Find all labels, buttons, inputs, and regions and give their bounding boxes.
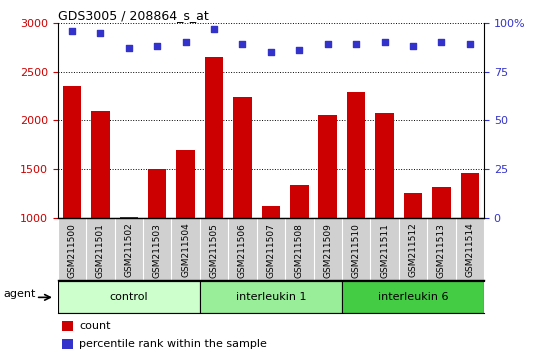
Bar	[200, 281, 342, 313]
Point	[68, 28, 76, 34]
Bar	[91, 110, 109, 218]
Point	[409, 44, 417, 49]
Text: agent: agent	[3, 289, 35, 299]
Text: GSM211502: GSM211502	[124, 223, 133, 278]
Bar	[404, 193, 422, 218]
Text: interleukin 6: interleukin 6	[378, 292, 448, 302]
Text: control: control	[109, 292, 148, 302]
Bar	[62, 321, 73, 331]
Text: GSM211506: GSM211506	[238, 223, 247, 278]
Text: count: count	[79, 321, 111, 331]
Point	[96, 30, 104, 36]
Text: percentile rank within the sample: percentile rank within the sample	[79, 339, 267, 349]
Text: GSM211510: GSM211510	[351, 223, 361, 278]
Point	[124, 45, 133, 51]
Point	[182, 40, 190, 45]
Point	[380, 40, 389, 45]
Bar	[262, 206, 280, 218]
Text: GSM211503: GSM211503	[153, 223, 162, 278]
Bar	[432, 187, 450, 218]
Text: GSM211514: GSM211514	[465, 223, 474, 278]
Text: interleukin 1: interleukin 1	[235, 292, 306, 302]
Point	[323, 42, 332, 47]
Point	[295, 47, 304, 53]
Bar	[233, 97, 252, 218]
Text: GSM211509: GSM211509	[323, 223, 332, 278]
Text: GSM211511: GSM211511	[380, 223, 389, 278]
Point	[352, 42, 361, 47]
Text: GDS3005 / 208864_s_at: GDS3005 / 208864_s_at	[58, 9, 208, 22]
Bar	[63, 86, 81, 218]
Point	[266, 49, 275, 55]
Point	[437, 40, 446, 45]
Bar	[290, 185, 309, 218]
Text: GSM211501: GSM211501	[96, 223, 105, 278]
Bar	[318, 115, 337, 218]
Bar	[205, 57, 223, 218]
Point	[238, 42, 247, 47]
Text: GSM211507: GSM211507	[266, 223, 276, 278]
Bar	[347, 92, 365, 218]
Bar	[375, 113, 394, 218]
Text: GSM211508: GSM211508	[295, 223, 304, 278]
Bar	[342, 281, 484, 313]
Bar	[58, 281, 200, 313]
Point	[210, 26, 218, 32]
Text: GSM211513: GSM211513	[437, 223, 446, 278]
Bar	[62, 339, 73, 349]
Bar	[460, 173, 479, 218]
Bar	[177, 149, 195, 218]
Text: GSM211512: GSM211512	[409, 223, 417, 278]
Text: GSM211500: GSM211500	[68, 223, 76, 278]
Text: GSM211505: GSM211505	[210, 223, 218, 278]
Text: GSM211504: GSM211504	[181, 223, 190, 278]
Bar	[119, 217, 138, 218]
Point	[153, 44, 162, 49]
Point	[465, 42, 474, 47]
Bar	[148, 169, 167, 218]
